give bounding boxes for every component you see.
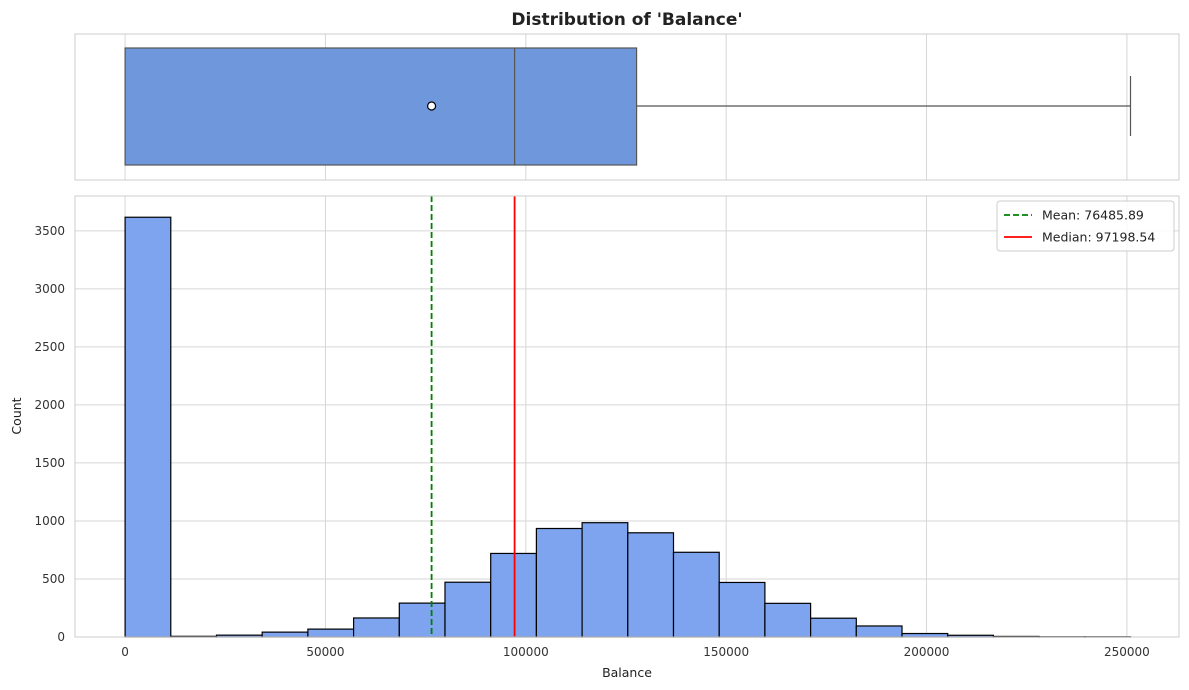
histogram-bar-7	[444, 581, 492, 638]
histogram-bar-0	[124, 216, 172, 638]
histogram-bar-12	[672, 551, 720, 638]
y-tick-labels: 0 500 1000 1500 2000 2500 3000 3500	[34, 224, 65, 644]
boxplot-mean-marker	[426, 101, 437, 111]
histogram-bar-5	[352, 617, 400, 638]
boxplot-box	[124, 47, 638, 166]
y-tick-label-4: 2000	[34, 398, 65, 412]
y-tick-label-3: 1500	[34, 456, 65, 470]
histogram-bar-11	[627, 532, 675, 638]
y-tick-label-2: 1000	[34, 514, 65, 528]
histogram-bar-3	[261, 631, 309, 638]
x-tick-label-2: 100000	[503, 645, 549, 659]
y-tick-label-7: 3500	[34, 224, 65, 238]
boxplot-panel	[74, 33, 1180, 181]
stat-lines	[430, 196, 516, 637]
y-tick-label-0: 0	[57, 630, 65, 644]
histogram-bar-4	[307, 628, 355, 638]
histogram-panel: 0 50000 100000 150000 200000 250000 0 500 1000 1…	[9, 195, 1180, 680]
y-tick-label-6: 3000	[34, 282, 65, 296]
histogram-bar-14	[764, 602, 812, 638]
histogram-bar-8	[490, 552, 537, 638]
x-tick-labels: 0 50000 100000 150000 200000 250000	[121, 645, 1150, 659]
y-tick-label-1: 500	[42, 572, 65, 586]
y-axis-label: Count	[9, 397, 24, 434]
histogram-bar-16	[855, 625, 903, 638]
histogram-frame	[74, 195, 1180, 638]
y-tick-label-5: 2500	[34, 340, 65, 354]
boxplot-frame	[74, 33, 1180, 181]
x-tick-label-0: 0	[121, 645, 129, 659]
legend: Mean: 76485.89 Median: 97198.54	[996, 200, 1175, 252]
histogram-bars	[124, 216, 1132, 638]
histogram-bar-15	[810, 617, 857, 638]
histogram-bar-10	[581, 522, 629, 638]
legend-mean-label: Mean: 76485.89	[1042, 208, 1144, 223]
histogram-bar-17	[901, 632, 949, 638]
histogram-bar-13	[718, 581, 766, 638]
x-tick-label-4: 200000	[904, 645, 950, 659]
chart-title: Distribution of 'Balance'	[511, 10, 742, 30]
boxplot-body	[124, 47, 1132, 166]
x-tick-label-5: 250000	[1104, 645, 1150, 659]
x-axis-label: Balance	[602, 665, 652, 680]
histogram-bar-9	[535, 527, 583, 638]
x-tick-label-1: 50000	[306, 645, 344, 659]
legend-median-label: Median: 97198.54	[1042, 230, 1155, 245]
x-tick-label-3: 150000	[703, 645, 749, 659]
legend-box	[996, 200, 1175, 252]
histogram-bar-6	[398, 602, 446, 638]
